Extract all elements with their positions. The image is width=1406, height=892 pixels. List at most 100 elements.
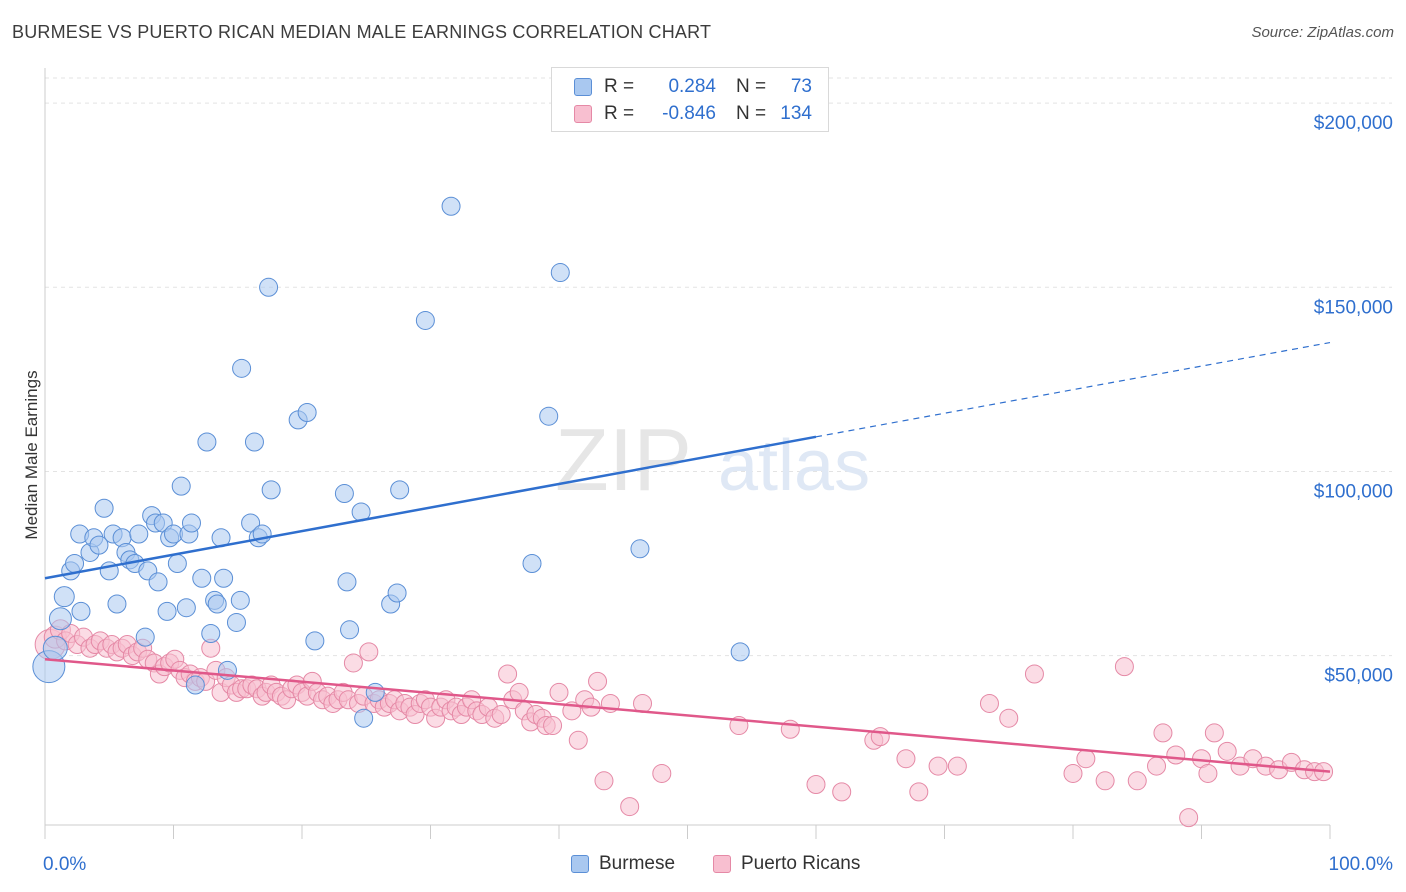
burmese-point	[550, 263, 570, 283]
puerto-rican-point	[620, 797, 640, 817]
puerto-rican-point	[870, 727, 890, 747]
burmese-trend-extension	[815, 341, 1331, 438]
puerto-ricans-swatch-icon	[574, 105, 592, 123]
puerto-rican-point	[1217, 741, 1237, 761]
legend-r-value: 0.284	[668, 76, 716, 97]
burmese-point	[48, 607, 72, 631]
burmese-point	[185, 675, 205, 695]
burmese-point	[441, 196, 461, 216]
legend-n-label: N =	[736, 103, 767, 124]
burmese-point	[53, 586, 75, 608]
puerto-rican-point	[1153, 723, 1173, 743]
legend-r-label: R =	[604, 103, 635, 124]
burmese-point	[94, 498, 114, 518]
legend-row-puerto-ricans: R = -0.846 N = 134	[574, 102, 812, 126]
burmese-point	[630, 539, 650, 559]
x-tick-label-max: 100.0%	[1329, 854, 1394, 875]
y-tick-label: $200,000	[1314, 113, 1393, 134]
x-tick-label-min: 0.0%	[43, 854, 86, 875]
burmese-point	[244, 432, 264, 452]
burmese-point	[261, 480, 281, 500]
puerto-rican-point	[832, 782, 852, 802]
puerto-rican-point	[568, 730, 588, 750]
legend-r-value: -0.846	[662, 103, 716, 124]
burmese-point	[181, 513, 201, 533]
burmese-point	[226, 612, 246, 632]
puerto-rican-point	[1204, 723, 1224, 743]
burmese-trend-line	[44, 435, 817, 580]
puerto-rican-point	[588, 671, 608, 691]
burmese-point	[232, 358, 252, 378]
burmese-point	[192, 568, 212, 588]
burmese-point	[157, 601, 177, 621]
puerto-rican-point	[509, 682, 529, 702]
puerto-rican-point	[1076, 749, 1096, 769]
burmese-point	[135, 627, 155, 647]
burmese-point	[259, 277, 279, 297]
puerto-rican-point	[498, 664, 518, 684]
burmese-point	[42, 635, 68, 661]
bottom-legend-puerto-ricans: Puerto Ricans	[713, 852, 860, 876]
puerto-rican-point	[1179, 808, 1199, 828]
y-tick-label: $100,000	[1314, 481, 1393, 502]
bottom-legend-label: Burmese	[599, 853, 676, 874]
bottom-legend-burmese: Burmese	[571, 852, 675, 876]
burmese-point	[390, 480, 410, 500]
burmese-point	[71, 601, 91, 621]
burmese-point	[107, 594, 127, 614]
burmese-point	[171, 476, 191, 496]
burmese-point	[730, 642, 750, 662]
burmese-point	[65, 554, 85, 574]
burmese-point	[340, 620, 360, 640]
puerto-rican-trend-line	[44, 658, 1331, 773]
puerto-rican-point	[928, 756, 948, 776]
burmese-point	[176, 598, 196, 618]
puerto-rican-point	[1147, 756, 1167, 776]
legend-n-label: N =	[736, 76, 767, 97]
burmese-point	[297, 403, 317, 423]
burmese-point	[241, 513, 261, 533]
puerto-rican-point	[806, 774, 826, 794]
burmese-swatch-icon	[571, 855, 589, 873]
y-axis-label: Median Male Earnings	[22, 370, 41, 540]
watermark-zip: ZIP	[555, 410, 692, 509]
puerto-rican-point	[1127, 771, 1147, 791]
puerto-rican-point	[999, 708, 1019, 728]
puerto-rican-point	[909, 782, 929, 802]
puerto-ricans-swatch-icon	[713, 855, 731, 873]
burmese-point	[230, 590, 250, 610]
puerto-rican-point	[652, 763, 672, 783]
legend-n-value: 134	[780, 103, 812, 124]
puerto-rican-point	[594, 771, 614, 791]
puerto-rican-point	[1198, 763, 1218, 783]
burmese-point	[522, 554, 542, 574]
puerto-rican-point	[947, 756, 967, 776]
burmese-point	[214, 568, 234, 588]
burmese-point	[305, 631, 325, 651]
burmese-point	[197, 432, 217, 452]
burmese-point	[167, 554, 187, 574]
legend-n-value: 73	[790, 76, 812, 97]
burmese-point	[334, 484, 354, 504]
puerto-rican-point	[896, 749, 916, 769]
source-note: Source: ZipAtlas.com	[1251, 24, 1394, 41]
puerto-rican-point	[359, 642, 379, 662]
legend-r-label: R =	[604, 76, 635, 97]
y-tick-label: $150,000	[1314, 297, 1393, 318]
burmese-point	[365, 682, 385, 702]
burmese-point	[207, 594, 227, 614]
puerto-rican-point	[343, 653, 363, 673]
burmese-swatch-icon	[574, 78, 592, 96]
legend-row-burmese: R = 0.284 N = 73	[574, 75, 812, 99]
puerto-rican-point	[1166, 745, 1186, 765]
burmese-point	[129, 524, 149, 544]
puerto-rican-point	[1114, 657, 1134, 677]
puerto-rican-point	[1024, 664, 1044, 684]
puerto-rican-point	[1063, 763, 1083, 783]
puerto-rican-point	[543, 716, 563, 736]
burmese-point	[387, 583, 407, 603]
burmese-point	[415, 310, 435, 330]
puerto-rican-point	[491, 705, 511, 725]
burmese-point	[354, 708, 374, 728]
